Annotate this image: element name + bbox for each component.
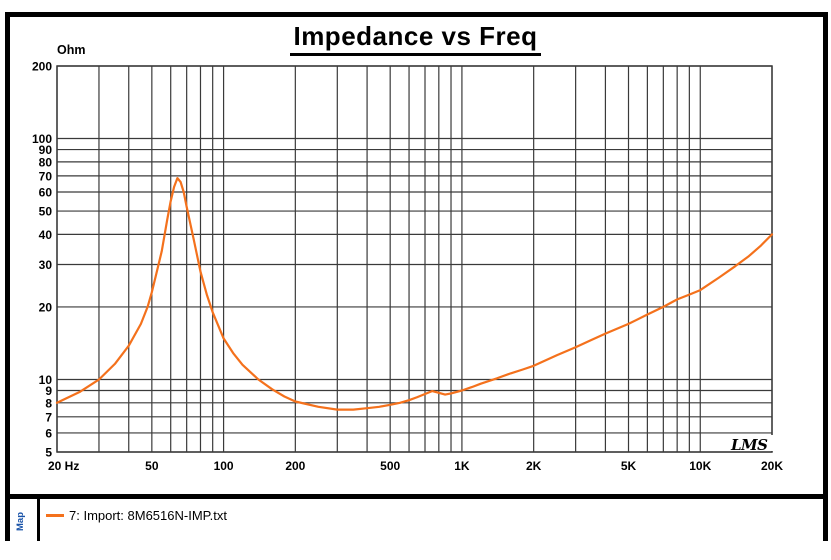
y-tick-label: 5	[45, 446, 52, 460]
y-tick-label: 7	[45, 410, 52, 424]
impedance-curve	[55, 177, 774, 411]
x-tick-label: 5K	[621, 459, 637, 473]
legend-line-swatch	[46, 513, 64, 517]
y-tick-label: 80	[39, 155, 53, 169]
chart-title-text: Impedance vs Freq	[290, 21, 541, 56]
y-tick-label: 10	[39, 373, 53, 387]
chart-title: Impedance vs Freq	[0, 21, 831, 56]
x-axis-labels: 20 Hz 50 100 200 500 1K 2K 5K 10K 20K	[48, 459, 783, 473]
y-tick-label: 70	[39, 169, 53, 183]
x-tick-label: 50	[145, 459, 159, 473]
y-tick-label: 9	[45, 384, 52, 398]
x-tick-label: 1K	[454, 459, 470, 473]
y-tick-label: 100	[32, 132, 52, 146]
y-tick-label: 50	[39, 205, 53, 219]
x-tick-label: 200	[285, 459, 305, 473]
y-tick-label: 90	[39, 143, 53, 157]
lms-logo: LMS	[723, 435, 773, 454]
y-tick-label: 20	[39, 300, 53, 314]
grid-lines	[56, 65, 773, 453]
x-tick-label: 20K	[761, 459, 783, 473]
x-tick-label: 10K	[689, 459, 711, 473]
chart-frame	[5, 12, 828, 541]
legend-divider	[5, 494, 828, 499]
y-tick-label: 8	[45, 396, 52, 410]
legend-item[interactable]: 7: Import: 8M6516N-IMP.txt	[46, 505, 227, 525]
lms-logo-text: LMS	[730, 436, 768, 454]
x-tick-label: 2K	[526, 459, 542, 473]
y-axis-unit-label: Ohm	[57, 43, 85, 57]
y-tick-label: 30	[39, 258, 53, 272]
y-tick-label: 60	[39, 185, 53, 199]
y-tick-label: 6	[45, 426, 52, 440]
map-panel-label-text: Map	[14, 511, 26, 531]
y-tick-label: 40	[39, 228, 53, 242]
legend-label: 7: Import: 8M6516N-IMP.txt	[69, 507, 227, 523]
x-tick-label: 20 Hz	[48, 459, 79, 473]
impedance-curve-line	[55, 177, 774, 411]
legend-panel-divider	[37, 499, 40, 541]
lms-logo-backdrop	[723, 435, 773, 451]
plot-border	[56, 65, 773, 453]
x-tick-label: 100	[214, 459, 234, 473]
map-panel-label: Map	[7, 504, 33, 538]
y-tick-label: 200	[32, 60, 52, 74]
x-tick-label: 500	[380, 459, 400, 473]
